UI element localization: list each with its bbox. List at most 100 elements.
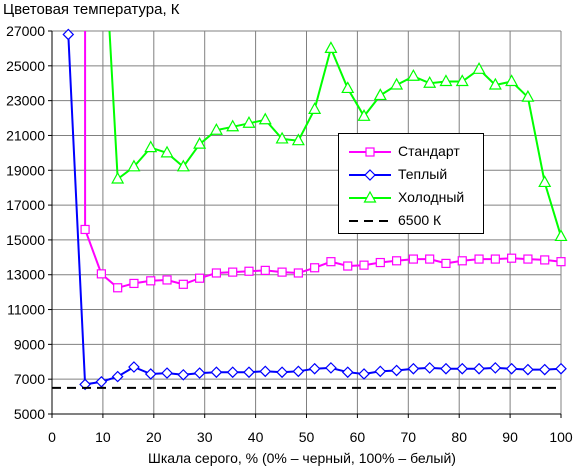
diamond-point [505, 362, 518, 375]
square-point [359, 260, 369, 270]
square-point [310, 263, 320, 273]
square-point [457, 256, 467, 266]
triangle-point [258, 112, 272, 125]
diamond-point [95, 375, 108, 388]
x-tick-label: 50 [299, 429, 315, 445]
triangle-point [308, 102, 322, 114]
y-tick-label: 27000 [6, 23, 45, 39]
diamond-point [161, 367, 173, 379]
y-tick-label: 17000 [6, 197, 45, 213]
legend-swatch [349, 190, 391, 203]
square-point [113, 283, 123, 293]
diamond-point [308, 362, 321, 375]
x-tick-label: 40 [248, 429, 264, 445]
legend-marker [363, 190, 377, 203]
triangle-point [160, 145, 174, 158]
x-axis-label: Шкала серого, % (0% – черный, 100% – бел… [148, 450, 456, 466]
diamond-point [243, 366, 255, 379]
legend-item: Стандарт [339, 142, 483, 162]
legend-label: Теплый [398, 166, 448, 182]
diamond-point [276, 366, 288, 379]
triangle-point [472, 62, 486, 74]
triangle-point [357, 109, 371, 121]
triangle-point [505, 74, 519, 87]
x-tick-label: 90 [502, 429, 518, 445]
legend-label: Холодный [398, 189, 465, 205]
legend-swatch [349, 169, 391, 181]
triangle-point [406, 69, 420, 81]
diamond-point [456, 362, 469, 375]
triangle-point [226, 119, 240, 132]
diamond-point [374, 365, 387, 378]
diamond-point [358, 368, 370, 380]
triangle-point [275, 131, 289, 144]
x-tick-label: 60 [350, 429, 366, 445]
legend-label: 6500 К [398, 212, 442, 228]
triangle-point [144, 140, 158, 153]
diamond-point [144, 368, 157, 380]
square-point [408, 254, 418, 264]
triangle-point [455, 74, 469, 87]
square-point [375, 257, 385, 268]
diamond-point [292, 365, 305, 378]
diamond-point [210, 366, 223, 379]
diamond-point [423, 362, 436, 374]
triangle-point [390, 77, 404, 90]
square-point [178, 279, 188, 289]
diamond-point [440, 362, 452, 375]
square-point [260, 265, 270, 275]
diamond-point [555, 362, 567, 375]
triangle-point [209, 122, 223, 135]
diamond-point [489, 362, 502, 374]
square-point [523, 254, 533, 264]
diamond-point [128, 361, 140, 373]
triangle-point [538, 175, 552, 188]
gridlines [52, 30, 562, 415]
square-point [80, 224, 90, 235]
legend-marker [365, 147, 375, 157]
triangle-point [176, 159, 190, 172]
y-tick-label: 7000 [14, 371, 45, 387]
legend-label: Стандарт [398, 143, 460, 159]
diamond-series-line [67, 30, 562, 386]
square-point [425, 254, 435, 264]
x-tick-label: 10 [95, 429, 111, 445]
diamond-point [325, 362, 337, 374]
x-tick-label: 20 [146, 429, 162, 445]
triangle-point [554, 229, 568, 242]
diamond-point [111, 370, 124, 383]
chart-title: Цветовая температура, К [3, 1, 180, 18]
diamond-point [538, 363, 551, 376]
x-tick-label: 100 [549, 429, 573, 445]
y-tick-label: 13000 [6, 267, 45, 283]
diamond-point [193, 367, 206, 379]
series [52, 28, 568, 391]
diamond-point [473, 362, 485, 375]
y-tick-label: 11000 [7, 302, 45, 318]
y-tick-label: 19000 [6, 162, 45, 178]
tick-labels: 5000 7000 9000 11000 13000 15000 17000 19000 210… [6, 23, 573, 445]
legend: Стандарт Теплый Холодный 6500 К [338, 133, 484, 234]
square-point [211, 268, 222, 278]
square-point [162, 275, 172, 285]
square-point [146, 276, 156, 286]
triangle-point [423, 75, 437, 88]
y-tick-label: 15000 [6, 232, 45, 248]
triangle-point [521, 89, 535, 102]
diamond-point [259, 365, 272, 378]
triangle-point [488, 77, 502, 90]
y-tick-label: 25000 [6, 58, 45, 74]
triangle-point [373, 88, 387, 101]
diamond-point [177, 368, 190, 381]
legend-item: Холодный [339, 188, 483, 208]
square-point [391, 256, 402, 266]
square-point [228, 267, 238, 277]
square-point [244, 266, 254, 276]
triangle-point [291, 133, 305, 146]
square-point [326, 257, 336, 267]
x-tick-label: 80 [451, 429, 467, 445]
square-point [556, 257, 566, 267]
square-point [195, 273, 205, 283]
square-series-line [84, 30, 562, 289]
diamond-point [407, 362, 420, 375]
